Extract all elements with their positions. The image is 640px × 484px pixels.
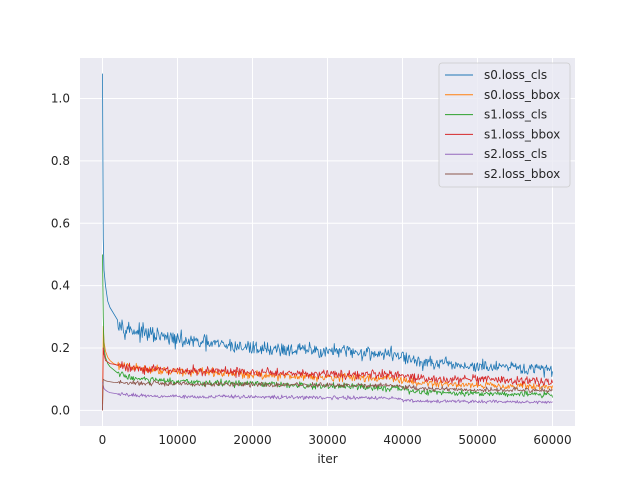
legend-label: s2.loss_bbox — [484, 167, 560, 181]
x-tick-label: 0 — [99, 433, 107, 447]
y-tick-label: 0.8 — [51, 154, 70, 168]
x-tick-label: 50000 — [458, 433, 496, 447]
y-tick-label: 0.4 — [51, 279, 70, 293]
y-tick-label: 1.0 — [51, 92, 70, 106]
legend-label: s1.loss_cls — [484, 108, 547, 122]
x-tick-label: 30000 — [308, 433, 346, 447]
x-tick-label: 10000 — [158, 433, 196, 447]
y-tick-label: 0.2 — [51, 341, 70, 355]
series-line-s0-loss-cls — [102, 73, 553, 378]
series-line-s0-loss-bbox — [102, 325, 553, 405]
series-line-s2-loss-cls — [102, 382, 553, 405]
x-tick-label: 40000 — [383, 433, 421, 447]
series-line-s2-loss-bbox — [102, 378, 553, 411]
legend: s0.loss_cls s0.loss_bbox s1.loss_cls s1.los… — [438, 62, 571, 188]
x-tick-label: 60000 — [533, 433, 571, 447]
legend-box — [438, 62, 571, 188]
y-tick-label: 0.6 — [51, 216, 70, 230]
x-axis-label: iter — [317, 452, 337, 466]
series-line-s1-loss-cls — [102, 254, 553, 399]
legend-label: s2.loss_cls — [484, 147, 547, 161]
legend-label: s0.loss_cls — [484, 68, 547, 82]
x-tick-label: 20000 — [233, 433, 271, 447]
x-axis: 0 10000 20000 30000 40000 50000 60000 — [99, 433, 572, 447]
series-layer — [102, 73, 553, 411]
legend-label: s0.loss_bbox — [484, 88, 560, 102]
legend-label: s1.loss_bbox — [484, 127, 560, 141]
y-tick-label: 0.0 — [51, 403, 70, 417]
series-line-s1-loss-bbox — [102, 347, 553, 411]
y-axis: 0.0 0.2 0.4 0.6 0.8 1.0 — [51, 92, 70, 418]
